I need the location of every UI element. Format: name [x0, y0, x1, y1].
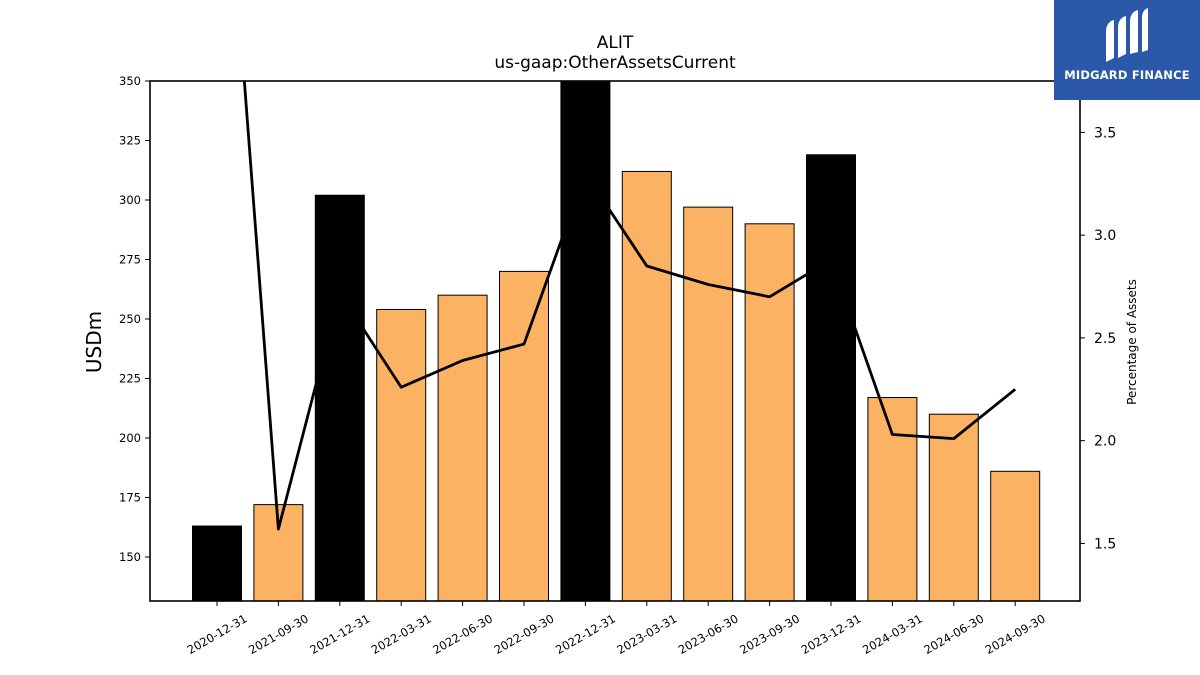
- x-tick-label: 2022-06-30: [430, 611, 495, 657]
- line-layer: [242, 81, 1017, 531]
- bar-2022-03-31: [376, 308, 427, 602]
- y-tick-label: 350: [119, 74, 141, 88]
- chart-subtitle: us-gaap:OtherAssetsCurrent: [494, 53, 736, 73]
- y2-tick-label: 3.0: [1094, 228, 1116, 244]
- chart-title: ALIT: [597, 33, 634, 53]
- y2-tick-label: 2.5: [1094, 331, 1116, 347]
- x-tick-label: 2022-03-31: [369, 611, 434, 657]
- x-tick-label: 2023-03-31: [614, 611, 679, 657]
- midgard-finance-logo: MIDGARD FINANCE: [1054, 0, 1200, 100]
- bar-2023-03-31: [621, 170, 672, 602]
- bar-2024-06-30: [928, 413, 979, 602]
- y-tick-label: 300: [119, 193, 141, 207]
- x-tick-label: 2022-12-31: [553, 611, 618, 657]
- y-tick-label: 275: [119, 252, 141, 266]
- bar-2024-09-30: [990, 470, 1041, 602]
- x-tick-label: 2024-06-30: [921, 611, 986, 657]
- y2-tick-label: 3.5: [1094, 125, 1116, 141]
- line-series-percentage-of-assets: [242, 81, 1017, 531]
- bar-2022-06-30: [437, 294, 488, 602]
- x-tick-label: 2021-12-31: [307, 611, 372, 657]
- y-tick-label: 200: [119, 431, 141, 445]
- x-tick-label: 2020-12-31: [185, 611, 250, 657]
- y-tick-label: 175: [119, 490, 141, 504]
- bar-2022-09-30: [499, 270, 549, 602]
- y-axis-label: USDm: [82, 311, 106, 373]
- bar-2023-09-30: [744, 223, 795, 602]
- bar-2024-03-31: [867, 397, 918, 602]
- bar-2021-12-31: [314, 194, 365, 602]
- y2-tick-label: 2.0: [1094, 434, 1116, 450]
- y2-tick-label: 1.5: [1094, 536, 1116, 552]
- x-tick-label: 2023-12-31: [799, 611, 864, 657]
- plot-frame: [149, 80, 1081, 602]
- x-tick-label: 2024-09-30: [983, 611, 1048, 657]
- logo-mark-icon: [1106, 8, 1148, 62]
- bar-2020-12-31: [192, 525, 242, 602]
- x-tick-label: 2023-09-30: [737, 611, 802, 657]
- x-tick-label: 2022-09-30: [492, 611, 557, 657]
- y-tick-label: 325: [119, 133, 141, 147]
- y-tick-label: 250: [119, 312, 141, 326]
- bar-2022-12-31: [560, 80, 611, 602]
- x-tick-label: 2024-03-31: [860, 611, 925, 657]
- x-tick-label: 2021-09-30: [246, 611, 311, 657]
- bar-2023-06-30: [683, 206, 734, 602]
- bar-2023-12-31: [806, 154, 856, 602]
- logo-text: MIDGARD FINANCE: [1064, 68, 1190, 82]
- y2-axis-label: Percentage of Assets: [1125, 279, 1139, 405]
- x-tick-label: 2023-06-30: [676, 611, 741, 657]
- bars-layer: [192, 80, 1041, 602]
- y-tick-label: 225: [119, 371, 141, 385]
- y-tick-label: 150: [119, 550, 141, 564]
